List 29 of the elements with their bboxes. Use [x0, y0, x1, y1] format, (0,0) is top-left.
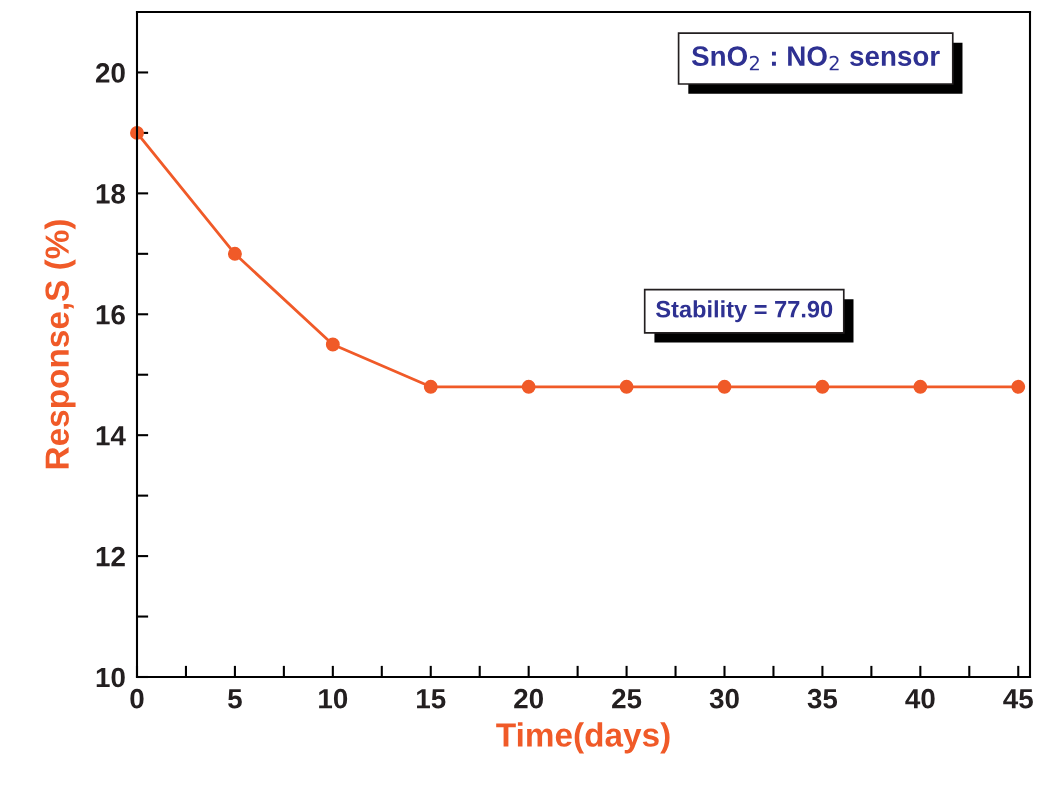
x-axis-title: Time(days) [496, 722, 670, 754]
x-tick-label: 10 [319, 688, 348, 709]
y-tick-label: 14 [96, 426, 126, 446]
point [1011, 379, 1026, 394]
y-tick-label: 18 [96, 184, 126, 204]
y-axis-title: Response,S (%) [44, 220, 76, 469]
x-tick-label: 30 [709, 688, 739, 709]
point [913, 379, 928, 394]
x-tick-label: 5 [228, 689, 242, 709]
point [227, 246, 242, 261]
y-tick-label: 12 [96, 546, 125, 567]
y-tick-label: 10 [96, 667, 125, 688]
y-tick-label: 16 [96, 304, 125, 325]
point [619, 379, 634, 394]
x-tick-label: 15 [417, 689, 446, 709]
x-tick-label: 0 [130, 688, 144, 709]
annotation: SnO$_{2}$ : NO$_{2}$ sensor [691, 46, 940, 71]
point [815, 379, 830, 394]
y-tick-label: 20 [95, 63, 125, 83]
point [423, 379, 438, 394]
x-tick-label: 25 [612, 688, 642, 709]
point [521, 379, 536, 394]
point [717, 379, 732, 394]
annotation: Stability = 77.90 [656, 300, 833, 323]
x-tick-label: 35 [807, 688, 838, 709]
x-tick-label: 40 [905, 688, 935, 709]
x-tick-label: 45 [1003, 689, 1033, 709]
point [325, 337, 340, 352]
x-tick-label: 20 [514, 688, 543, 709]
